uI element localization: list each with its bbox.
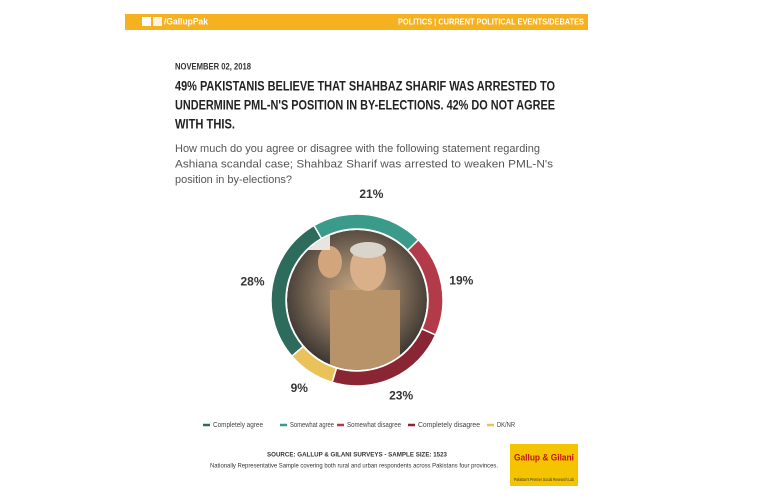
facebook-icon[interactable] (142, 17, 151, 26)
title-line: 49% PAKISTANIS BELIEVE THAT SHAHBAZ SHAR… (175, 79, 555, 94)
title-line: WITH THIS. (175, 117, 235, 132)
question-line: position in by-elections? (175, 174, 292, 186)
date: NOVEMBER 02, 2018 (175, 61, 251, 71)
legend-label: Somewhat disagree (347, 422, 401, 429)
value-label: 21% (359, 187, 383, 201)
legend-label: DK/NR (497, 422, 515, 429)
twitter-icon[interactable] (153, 17, 162, 26)
source: SOURCE: GALLUP & GILANI SURVEYS - SAMPLE… (267, 452, 447, 459)
legend-label: Completely disagree (418, 422, 480, 429)
question-line: Ashiana scandal case; Shahbaz Sharif was… (175, 158, 554, 170)
sample-note: Nationally Representative Sample coverin… (210, 463, 498, 470)
logo-box (510, 444, 578, 486)
legend-label: Completely agree (213, 422, 263, 429)
logo-name: Gallup & Gilani (514, 452, 574, 462)
value-label: 28% (240, 274, 264, 288)
question-line: How much do you agree or disagree with t… (175, 143, 540, 155)
value-label: 19% (449, 273, 473, 287)
pie-segment (290, 345, 338, 384)
social-handle[interactable]: /GallupPak (164, 16, 209, 26)
title-line: UNDERMINE PML-N'S POSITION IN BY-ELECTIO… (175, 98, 555, 113)
value-label: 9% (291, 381, 309, 395)
section-label: POLITICS | CURRENT POLITICAL EVENTS/DEBA… (398, 16, 584, 26)
legend-label: Somewhat agree (290, 422, 334, 429)
value-label: 23% (389, 389, 413, 403)
header-bar (125, 14, 588, 30)
logo-tagline: Pakistan's Premier Social Research Lab (514, 477, 574, 482)
